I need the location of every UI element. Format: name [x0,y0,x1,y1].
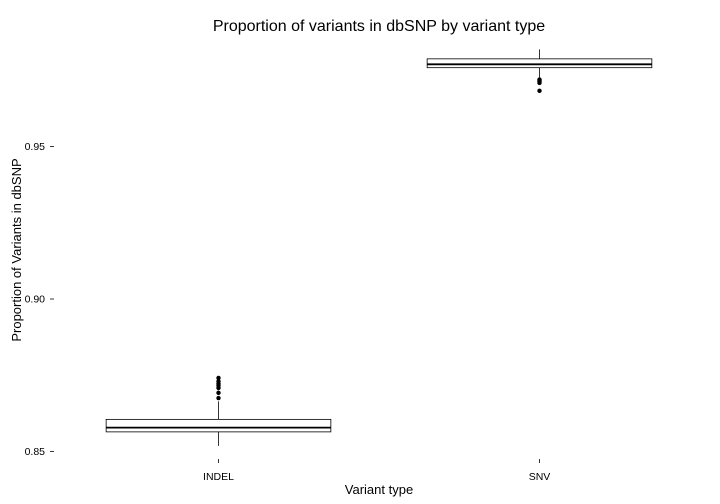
iqr-box [426,58,653,69]
box-group [105,49,653,446]
outlier-point [537,88,542,94]
outlier-point [216,379,221,384]
outlier-point [216,375,221,381]
y-axis: 0.85 0.90 0.95 [25,141,54,458]
outlier-point [216,390,221,396]
iqr-box [105,418,332,433]
x-tick-label: SNV [529,471,551,483]
outlier-point [537,77,542,82]
y-axis-label: Proportion of Variants in dbSNP [9,158,24,341]
y-tick-label: 0.90 [25,294,46,306]
y-tick-label: 0.85 [25,446,46,458]
x-axis: INDEL SNV [203,459,550,483]
chart-title: Proportion of variants in dbSNP by varia… [213,18,545,35]
x-tick-label: INDEL [203,471,234,483]
x-axis-label: Variant type [345,482,413,497]
outlier-point [216,395,221,401]
y-tick-label: 0.95 [25,141,46,153]
